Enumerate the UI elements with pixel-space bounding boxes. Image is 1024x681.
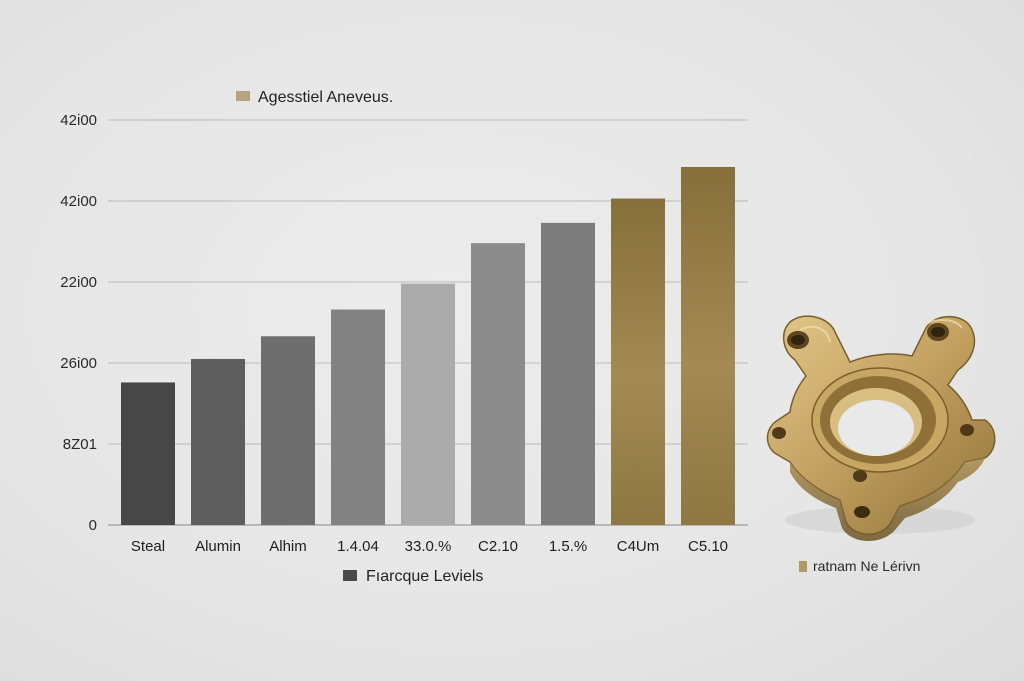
bar-3 — [331, 309, 385, 525]
x-tick-label: 1.4.04 — [337, 538, 379, 555]
bar-4 — [401, 283, 455, 525]
bar-0 — [121, 382, 175, 525]
bar-2 — [261, 336, 315, 525]
bottom-legend: Fıarcque Leviels — [343, 568, 483, 585]
top-legend-swatch — [236, 91, 250, 101]
x-tick-label: Alumin — [195, 538, 241, 555]
bars — [121, 166, 735, 526]
side-legend: ratnam Ne Lérivn — [799, 558, 920, 574]
y-tick-label: 26i00 — [60, 355, 97, 372]
x-tick-label: Steal — [131, 538, 165, 555]
top-legend: Agesstiel Aneveus. — [236, 89, 393, 106]
bar-5 — [471, 243, 525, 525]
top-legend-label: Agesstiel Aneveus. — [258, 89, 393, 106]
x-tick-label: C4Um — [617, 538, 660, 555]
x-tick-label: 33.0.% — [405, 538, 452, 555]
x-tick-label: Alhim — [269, 538, 307, 555]
y-tick-label: 22i00 — [60, 274, 97, 291]
y-axis-ticks: 0 8Z01 26i00 22i00 42i00 42i00 — [60, 112, 97, 534]
side-legend-label: ratnam Ne Lérivn — [813, 558, 920, 574]
bar-7 — [611, 198, 665, 525]
bar-6 — [541, 222, 595, 525]
side-legend-swatch — [799, 561, 807, 572]
brass-flange-icon — [766, 315, 996, 542]
y-tick-label: 42i00 — [60, 193, 97, 210]
bar-1 — [191, 358, 245, 525]
x-tick-label: C5.10 — [688, 538, 728, 555]
x-tick-label: C2.10 — [478, 538, 518, 555]
x-axis-labels: Steal Alumin Alhim 1.4.04 33.0.% C2.10 1.5.% C4… — [131, 538, 728, 555]
bottom-legend-label: Fıarcque Leviels — [366, 568, 483, 585]
bar-8 — [681, 166, 735, 526]
y-tick-label: 42i00 — [60, 112, 97, 129]
y-tick-label: 8Z01 — [63, 436, 97, 453]
bottom-legend-swatch — [343, 570, 357, 581]
x-tick-label: 1.5.% — [549, 538, 587, 555]
y-tick-label: 0 — [89, 517, 97, 534]
